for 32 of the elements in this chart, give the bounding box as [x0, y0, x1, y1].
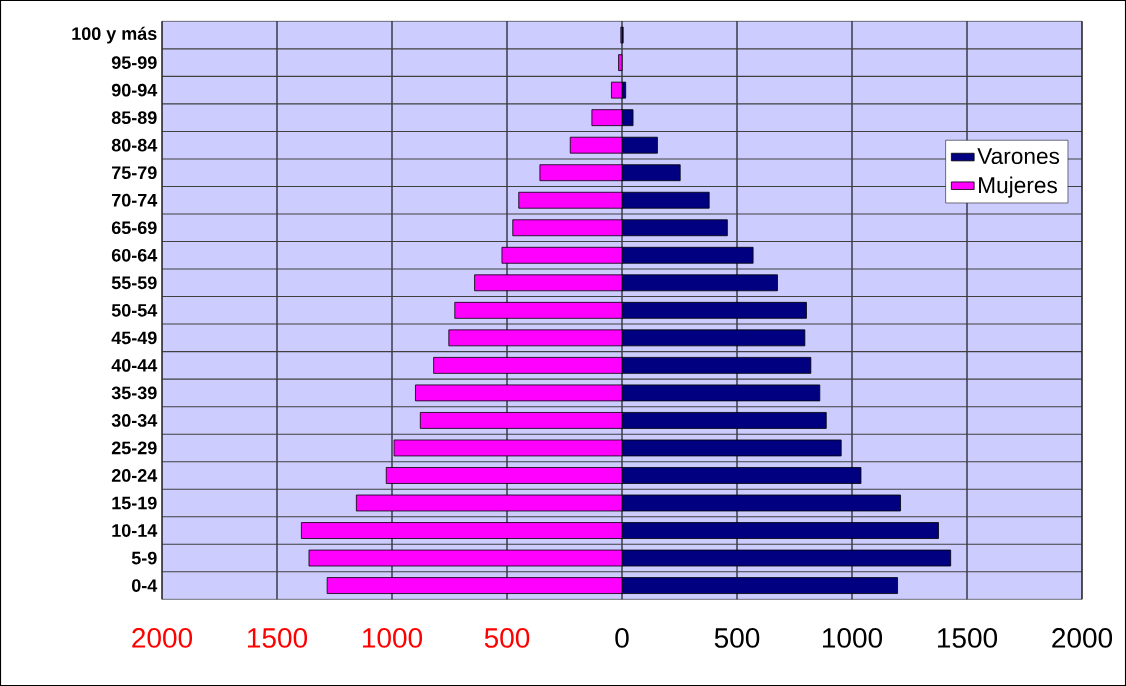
y-tick-label: 50-54 — [111, 303, 158, 317]
y-tick-label: 20-24 — [111, 469, 158, 482]
y-tick-label: 90-94 — [111, 83, 158, 97]
y-tick-label: 75-79 — [112, 166, 157, 180]
y-tick-label: 15-19 — [112, 496, 157, 510]
x-tick-label: 500 — [714, 628, 760, 648]
y-tick-label: 95-99 — [111, 56, 157, 69]
y-tick-label: 35-39 — [111, 386, 157, 400]
y-tick-label: 100 y más — [72, 26, 157, 44]
y-tick-label: 45-49 — [111, 331, 157, 345]
x-tick-label: 500 — [484, 628, 530, 648]
y-tick-label: 55-59 — [111, 276, 157, 290]
legend-label: Varones — [977, 148, 1060, 165]
y-tick-label: 0-4 — [131, 579, 158, 592]
x-tick-label: 1500 — [247, 628, 308, 648]
x-tick-label: 0 — [615, 628, 629, 648]
y-tick-label: 5-9 — [131, 551, 157, 565]
x-tick-label: 1000 — [823, 628, 883, 648]
y-tick-label: 30-34 — [111, 414, 158, 427]
y-tick-label: 70-74 — [112, 193, 158, 207]
x-tick-label: 2000 — [132, 628, 193, 648]
x-tick-label: 2000 — [1052, 628, 1113, 648]
y-tick-label: 10-14 — [112, 524, 158, 537]
y-tick-label: 25-29 — [111, 441, 157, 455]
y-tick-label: 60-64 — [111, 248, 158, 262]
y-tick-label: 65-69 — [111, 221, 157, 235]
x-tick-label: 1000 — [362, 628, 423, 648]
y-tick-label: 40-44 — [111, 359, 158, 372]
x-tick-label: 1500 — [938, 628, 998, 648]
y-tick-label: 85-89 — [111, 111, 157, 125]
y-tick-label: 80-84 — [111, 138, 158, 152]
legend-label: Mujeres — [979, 176, 1057, 198]
